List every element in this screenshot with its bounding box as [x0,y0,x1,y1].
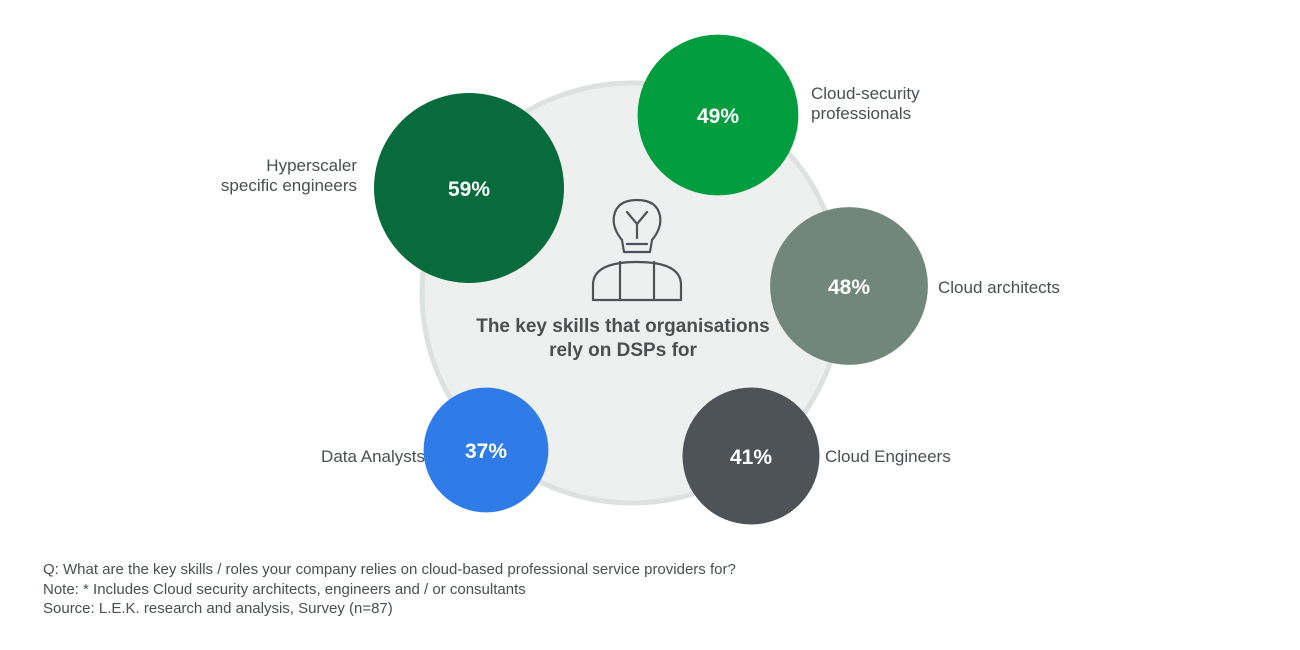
bubble-value-label-3: 41% [730,446,772,469]
bubble-category-label-line: specific engineers [221,176,357,195]
person-lightbulb-icon [591,198,683,302]
bubble-0 [374,93,564,283]
bubble-category-label-line: Cloud Engineers [825,447,951,466]
bubble-category-label-line: professionals [811,104,911,123]
bubbles-layer: 59% Hyperscaler specific engineers 49% Cloud… [221,34,1060,525]
bubble-category-label-3: Cloud Engineers [825,447,951,466]
bubble-category-label-line: Cloud-security [811,84,920,103]
bubble-category-label-2: Cloud architects [938,278,1060,297]
bubble-2 [770,207,928,365]
bubble-chart: The key skills that organisations rely o… [221,34,1060,525]
bubble-category-label-line: Cloud architects [938,278,1060,297]
footnotes: Q: What are the key skills / roles your … [43,560,736,619]
bubble-4 [423,387,549,513]
bubble-value-label-0: 59% [448,178,490,201]
bubble-value-label-1: 49% [697,105,739,128]
bubble-category-label-line: Hyperscaler [266,156,357,175]
chart-title-line-1: The key skills that organisations [476,316,770,337]
bubble-category-label-line: Data Analysts [321,447,425,466]
bubble-value-label-4: 37% [465,440,507,463]
bubble-category-label-0: Hyperscaler specific engineers [221,156,357,195]
footnote-note: Note: * Includes Cloud security architec… [43,580,526,598]
bubble-value-label-2: 48% [828,276,870,299]
bubble-1 [637,34,799,196]
chart-title-line-2: rely on DSPs for [549,340,697,361]
bubble-3 [682,387,820,525]
footnote-source: Source: L.E.K. research and analysis, Su… [43,600,393,617]
bubble-category-label-1: Cloud-security professionals [811,84,920,123]
footnote-question: Q: What are the key skills / roles your … [43,561,736,578]
bubble-category-label-4: Data Analysts [321,447,425,466]
